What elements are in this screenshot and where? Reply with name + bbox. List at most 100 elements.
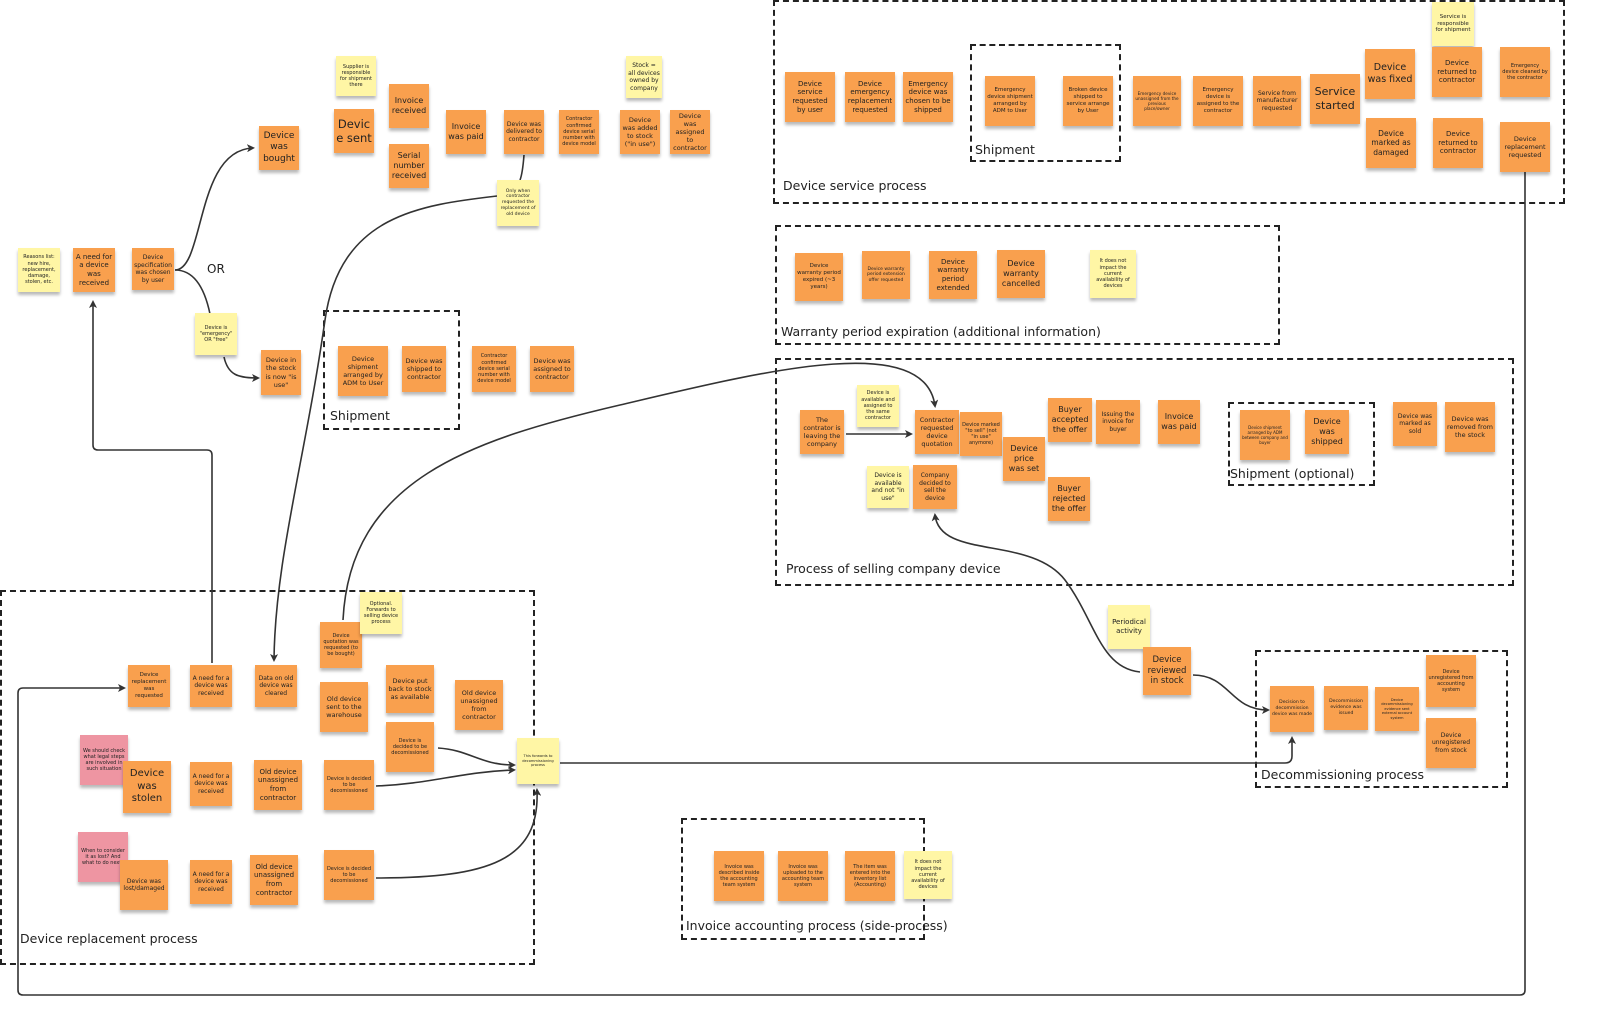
comment-sticky-note[interactable]: Service is responsible for shipment xyxy=(1432,2,1474,46)
event-sticky-note[interactable]: Data on old device was cleared xyxy=(255,665,297,707)
event-sticky-note[interactable]: Device was shipped xyxy=(1305,410,1349,454)
event-sticky-note[interactable]: Invoice received xyxy=(389,84,429,128)
arrow-spec-to-emergency xyxy=(174,269,211,315)
comment-sticky-note[interactable]: Optional. Forwards to selling device pro… xyxy=(360,592,402,634)
event-sticky-note[interactable]: Device shipment arranged by ADM between … xyxy=(1240,410,1290,460)
event-sticky-note[interactable]: Device price was set xyxy=(1003,437,1045,481)
event-sticky-note[interactable]: Old device unassigned from contractor xyxy=(250,855,298,905)
event-sticky-note[interactable]: Device was added to stock ("in use") xyxy=(620,110,660,154)
event-sticky-note[interactable]: Invoice was paid xyxy=(1158,400,1200,444)
event-sticky-note[interactable]: Device shipment arranged by ADM to User xyxy=(338,346,388,396)
comment-sticky-note[interactable]: Stock = all devices owned by company xyxy=(626,56,662,98)
event-sticky-note[interactable]: Invoice was uploaded to the accounting t… xyxy=(778,851,828,901)
event-sticky-note[interactable]: Device returned to contractor xyxy=(1433,118,1483,168)
event-sticky-note[interactable]: Old device unassigned from contractor xyxy=(455,680,503,730)
event-sticky-note[interactable]: A need for a device was received xyxy=(190,665,232,707)
comment-sticky-note[interactable]: Supplier is responsible for shipment the… xyxy=(336,56,376,96)
event-sticky-note[interactable]: Emergency device cleaned by the contract… xyxy=(1500,47,1550,97)
event-sticky-note[interactable]: Device marked "to sell" (not "in use" an… xyxy=(960,412,1002,456)
comment-sticky-note[interactable]: Device is available and not "in use" xyxy=(867,466,909,508)
event-sticky-note[interactable]: Device sent xyxy=(334,109,374,153)
event-sticky-note[interactable]: Emergency device was chosen to be shippe… xyxy=(903,72,953,122)
event-sticky-note[interactable]: The item was entered into the inventory … xyxy=(845,851,895,901)
event-sticky-note[interactable]: Serial number received xyxy=(389,144,429,188)
event-sticky-note[interactable]: Device was assigned to contractor xyxy=(530,346,574,392)
event-sticky-note[interactable]: Device service requested by user xyxy=(785,72,835,122)
event-sticky-note[interactable]: Decommission evidence was issued xyxy=(1324,686,1368,730)
group-box xyxy=(1255,650,1508,788)
event-sticky-note[interactable]: Buyer accepted the offer xyxy=(1048,398,1092,442)
group-box xyxy=(775,358,1514,586)
comment-sticky-note[interactable]: Periodical activity xyxy=(1108,605,1150,649)
event-sticky-note[interactable]: Emergency device unassigned from the pre… xyxy=(1133,76,1181,126)
comment-sticky-note[interactable]: This forwards to decommissioning process xyxy=(517,738,559,784)
event-sticky-note[interactable]: Device reviewed in stock xyxy=(1143,647,1191,695)
group-box xyxy=(1228,402,1375,486)
event-sticky-note[interactable]: Device specification was chosen by user xyxy=(132,248,174,290)
arrow-need-to-need xyxy=(89,300,213,663)
event-sticky-note[interactable]: Company decided to sell the device xyxy=(913,465,957,509)
event-sticky-note[interactable]: Service started xyxy=(1310,74,1360,124)
event-sticky-note[interactable]: Device warranty cancelled xyxy=(997,250,1045,298)
event-sticky-note[interactable]: Decision to decommission device was made xyxy=(1270,686,1314,732)
event-sticky-note[interactable]: Contractor confirmed device serial numbe… xyxy=(559,110,599,154)
event-sticky-note[interactable]: Device unregistered from stock xyxy=(1426,718,1476,768)
event-sticky-note[interactable]: A need for a device was received xyxy=(73,248,115,292)
event-sticky-note[interactable]: Device was removed from the stock xyxy=(1445,402,1495,452)
event-sticky-note[interactable]: Device was delivered to contractor xyxy=(504,110,544,154)
event-sticky-note[interactable]: Device marked as damaged xyxy=(1366,118,1416,168)
group-label: Shipment xyxy=(975,142,1035,157)
arrow-delivered-to-note xyxy=(519,154,525,181)
event-sticky-note[interactable]: Old device unassigned from contractor xyxy=(254,760,302,810)
event-sticky-note[interactable]: Device emergency replacement requested xyxy=(845,72,895,122)
event-sticky-note[interactable]: Device was lost/damaged xyxy=(120,860,168,910)
event-sticky-note[interactable]: Device is decided to be decomissioned xyxy=(324,850,374,900)
event-sticky-note[interactable]: Device was marked as sold xyxy=(1393,402,1437,446)
comment-sticky-note[interactable]: Only when contractor requested the repla… xyxy=(497,180,539,226)
event-sticky-note[interactable]: Device replacement was requested xyxy=(128,665,170,707)
event-sticky-note[interactable]: Service from manufacturer requested xyxy=(1253,76,1301,126)
event-sticky-note[interactable]: Device was fixed xyxy=(1365,49,1415,99)
group-box xyxy=(970,44,1121,162)
event-sticky-note[interactable]: Issuing the invoice for buyer xyxy=(1096,400,1140,444)
event-sticky-note[interactable]: A need for a device was received xyxy=(190,860,232,904)
arrow-decided3-to-forward xyxy=(375,788,542,879)
event-sticky-note[interactable]: Device warranty period expired (~3 years… xyxy=(795,253,843,301)
event-sticky-note[interactable]: A need for a device was received xyxy=(190,762,232,806)
event-sticky-note[interactable]: Emergency device shipment arranged by AD… xyxy=(985,76,1035,126)
event-sticky-note[interactable]: Emergency device is assigned to the cont… xyxy=(1193,76,1243,126)
comment-sticky-note[interactable]: It does not impact the current availabil… xyxy=(1090,250,1136,298)
event-sticky-note[interactable]: Device unregistered from accounting syst… xyxy=(1426,655,1476,707)
comment-sticky-note[interactable]: Device is available and assigned to the … xyxy=(857,385,899,427)
event-sticky-note[interactable]: Device was stolen xyxy=(123,761,171,813)
event-sticky-note[interactable]: Broken device shipped to service arrange… xyxy=(1063,76,1113,126)
event-sticky-note[interactable]: Device warranty period extended xyxy=(929,251,977,299)
event-sticky-note[interactable]: Device quotation was requested (to be bo… xyxy=(320,622,362,668)
event-sticky-note[interactable]: Device was bought xyxy=(259,126,299,170)
arrow-replacement-to-data-cleared xyxy=(270,195,498,662)
event-sticky-note[interactable]: Device warranty period extension offer r… xyxy=(862,251,910,299)
group-label: Process of selling company device xyxy=(786,561,1001,576)
event-sticky-note[interactable]: Contractor confirmed device serial numbe… xyxy=(472,346,516,392)
comment-sticky-note[interactable]: It does not impact the current availabil… xyxy=(904,851,952,899)
event-sticky-note[interactable]: Invoice was described inside the account… xyxy=(714,851,764,901)
comment-sticky-note[interactable]: Device is "emergency" OR "free" xyxy=(195,313,237,355)
comment-sticky-note[interactable]: Reasons list: new hire, replacement, dam… xyxy=(18,248,60,292)
event-sticky-note[interactable]: Device put back to stock as available xyxy=(386,665,434,713)
issue-sticky-note[interactable]: When to consider it as lost? And what to… xyxy=(78,832,128,882)
issue-sticky-note[interactable]: We should check what legal steps are inv… xyxy=(80,735,128,785)
event-sticky-note[interactable]: Device returned to contractor xyxy=(1432,47,1482,97)
event-sticky-note[interactable]: Contractor requested device quotation xyxy=(915,410,959,454)
event-sticky-note[interactable]: Buyer rejected the offer xyxy=(1048,477,1090,521)
group-label: Invoice accounting process (side-process… xyxy=(686,918,948,933)
event-sticky-note[interactable]: Device replacement requested xyxy=(1500,122,1550,172)
event-sticky-note[interactable]: Device decommissioning evidence sent ext… xyxy=(1375,687,1419,731)
event-sticky-note[interactable]: Device is decided to be decomissioned xyxy=(324,760,374,810)
event-sticky-note[interactable]: Device in the stock is now "is use" xyxy=(261,350,301,395)
event-sticky-note[interactable]: The contrator is leaving the company xyxy=(800,410,844,454)
event-sticky-note[interactable]: Invoice was paid xyxy=(446,110,486,154)
event-sticky-note[interactable]: Device was assigned to contractor xyxy=(670,110,710,154)
event-sticky-note[interactable]: Old device sent to the warehouse xyxy=(320,682,368,732)
event-sticky-note[interactable]: Device was shipped to contractor xyxy=(402,346,446,392)
event-sticky-note[interactable]: Device is decided to be decomissioned xyxy=(386,722,434,772)
